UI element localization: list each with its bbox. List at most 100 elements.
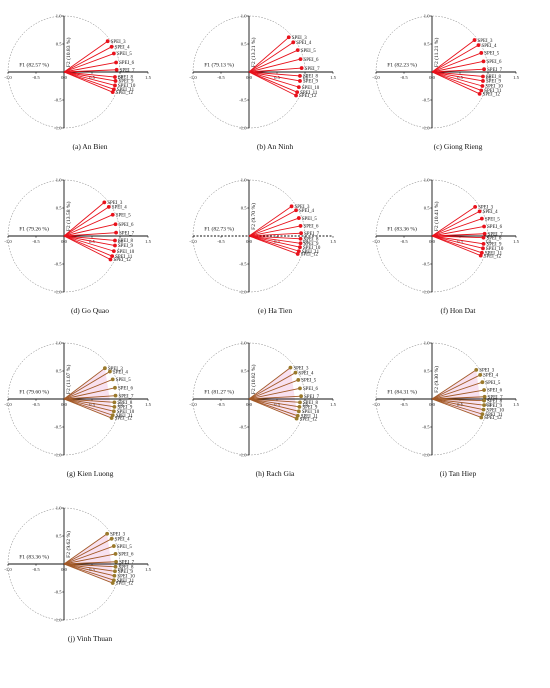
point-label: SPEI_3 xyxy=(295,205,311,210)
x-tick-label: 0.5 xyxy=(274,402,280,407)
f2-axis-label: F2 (13.58 %) xyxy=(65,201,72,231)
loading-point xyxy=(114,60,118,65)
point-label: SPEI_9 xyxy=(487,404,503,409)
loading-point xyxy=(114,559,118,564)
loading-vector xyxy=(63,235,115,241)
point-label: SPEI_11 xyxy=(115,255,133,260)
loading-point xyxy=(298,236,303,241)
loading-vector xyxy=(248,235,298,255)
point-label: SPEI_11 xyxy=(117,579,135,584)
point-label: SPEI_3 xyxy=(110,532,126,537)
point-label: SPEI_12 xyxy=(299,94,317,99)
x-tick-label: 1.0 xyxy=(485,75,491,80)
loading-point xyxy=(299,394,303,399)
y-tick-label: -1.0 xyxy=(239,290,247,295)
y-tick-label: 1.0 xyxy=(241,178,247,183)
x-tick-label: -0.5 xyxy=(32,567,40,572)
y-tick-label: 0.5 xyxy=(424,206,430,211)
chart-plot: -1.0 -0.5 0.0 0.5 1.0 1.5 1.0 0.5 -0.5 -1.0 F1 (82… xyxy=(189,178,336,295)
panel-caption: (c) Giong Rieng xyxy=(433,142,483,151)
point-label: SPEI_4 xyxy=(113,370,129,375)
chart-plot: -1.0 -0.5 0.0 0.5 1.0 1.5 1.0 0.5 -0.5 -1.0 F1 (79… xyxy=(4,341,151,458)
chart-panel-1: -1.0 -0.5 0.0 0.5 1.0 1.5 1.0 0.5 -0.5 -1.0 F1 (82… xyxy=(0,3,180,173)
chart-plot: -1.0 -0.5 0.0 0.5 1.0 1.5 1.0 0.5 -0.5 -1.0 F1 (82… xyxy=(4,14,151,131)
loading-point xyxy=(481,79,485,83)
loading-point xyxy=(111,544,116,548)
y-tick-label: 0.5 xyxy=(241,42,247,47)
loading-point xyxy=(296,409,301,414)
point-label: SPEI_9 xyxy=(487,243,503,248)
point-label: SPEI_12 xyxy=(113,258,131,263)
loading-vector xyxy=(248,372,296,400)
loading-point xyxy=(111,51,116,56)
loading-vector xyxy=(431,381,483,400)
x-tick-label: 0.0 xyxy=(246,402,252,407)
x-tick-label: 1.5 xyxy=(145,75,151,80)
point-label: SPEI_9 xyxy=(302,406,318,411)
shaded-sector xyxy=(249,367,298,419)
y-tick-label: -1.0 xyxy=(54,453,62,458)
loading-point xyxy=(298,245,302,250)
x-tick-label: 1.0 xyxy=(117,402,123,407)
x-tick-label: 1.5 xyxy=(513,75,519,80)
point-label: SPEI_4 xyxy=(483,210,499,215)
loading-point xyxy=(482,231,487,236)
loading-point xyxy=(478,373,483,377)
point-label: SPEI_6 xyxy=(118,387,134,392)
point-label: SPEI_10 xyxy=(302,86,320,91)
loading-vector xyxy=(248,205,292,237)
loading-point xyxy=(113,243,117,248)
loading-vector xyxy=(431,369,477,400)
f1-axis-label: F1 (79.13 %) xyxy=(204,62,234,69)
point-label: SPEI_3 xyxy=(479,369,495,374)
point-label: SPEI_4 xyxy=(481,44,497,49)
x-tick-label: 1.5 xyxy=(513,239,519,244)
y-tick-label: 0.5 xyxy=(424,369,430,374)
x-tick-label: 0.0 xyxy=(61,402,67,407)
f2-axis-label: F2 (10.83 %) xyxy=(65,37,72,67)
y-tick-label: -1.0 xyxy=(239,453,247,458)
loading-vector xyxy=(63,367,106,400)
point-label: SPEI_4 xyxy=(483,374,499,379)
loading-point xyxy=(111,249,116,254)
loading-point xyxy=(481,407,486,412)
point-label: SPEI_10 xyxy=(117,410,135,415)
loading-point xyxy=(105,39,110,44)
chart-panel-7: -1.0 -0.5 0.0 0.5 1.0 1.5 1.0 0.5 -0.5 -1.0 F1 (79… xyxy=(0,330,180,500)
x-tick-label: 0.0 xyxy=(246,239,252,244)
loading-vector xyxy=(431,71,483,77)
loading-vector xyxy=(63,206,110,237)
loading-vector xyxy=(431,226,485,237)
loading-vector xyxy=(63,235,111,260)
y-tick-label: -0.5 xyxy=(54,590,62,595)
point-label: SPEI_9 xyxy=(486,80,502,85)
loading-point xyxy=(481,246,485,251)
loading-vector xyxy=(431,235,484,239)
point-label: SPEI_5 xyxy=(484,52,500,57)
point-label: SPEI_6 xyxy=(304,225,320,230)
x-tick-label: 1.5 xyxy=(145,239,151,244)
y-tick-label: 0.5 xyxy=(56,206,62,211)
loading-vector xyxy=(248,235,301,244)
loading-point xyxy=(296,378,301,382)
loading-vector xyxy=(431,60,484,73)
loading-point xyxy=(113,385,117,390)
point-label: SPEI_8 xyxy=(117,401,133,406)
point-label: SPEI_5 xyxy=(116,213,132,218)
point-label: SPEI_11 xyxy=(484,89,502,94)
x-tick-label: -1.0 xyxy=(189,75,197,80)
loading-point xyxy=(482,224,486,229)
point-label: SPEI_10 xyxy=(117,250,135,255)
y-tick-label: -1.0 xyxy=(422,126,430,131)
loading-point xyxy=(295,90,300,95)
f1-axis-label: F1 (83.36 %) xyxy=(387,226,417,233)
y-tick-label: 0.5 xyxy=(424,42,430,47)
chart-plot: -1.0-0.50.00.51.01.51.00.5-0.5-1.0F1 (84… xyxy=(372,341,519,458)
loading-vector xyxy=(248,71,297,96)
loading-vector xyxy=(63,395,116,400)
loading-vector xyxy=(431,235,484,245)
loading-vector xyxy=(248,71,300,77)
loading-point xyxy=(298,79,302,83)
loading-point xyxy=(482,67,486,72)
loading-point xyxy=(480,380,485,385)
